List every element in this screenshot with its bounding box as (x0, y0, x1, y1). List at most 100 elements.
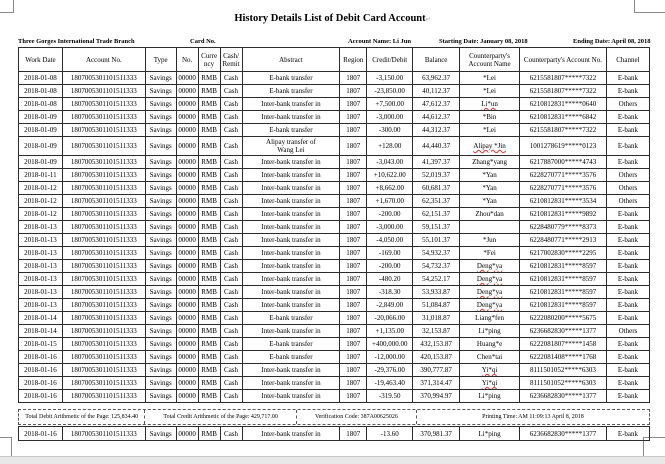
cell-abstract: E-bank transfer (241, 84, 341, 98)
table-row: 2018-01-13 1807005301101511333 Savings 0000… (18, 272, 651, 286)
cell-type: Savings (144, 168, 177, 182)
cell-type: Savings (144, 207, 177, 221)
cell-channel: E-bank (605, 84, 651, 98)
cell-abstract: Inter-bank transfer in (241, 168, 341, 182)
cell-channel: E-bank (605, 426, 651, 441)
cell-account: 1807005301101511333 (61, 84, 146, 98)
header-type: Type (144, 47, 177, 72)
cell-type: Savings (144, 220, 177, 234)
cell-date: 2018-01-13 (18, 285, 63, 299)
cell-cp_account: 6222080200*****5675 (519, 311, 607, 325)
cell-date: 2018-01-16 (18, 350, 63, 364)
cell-balance: 371,314.47 (412, 376, 461, 390)
cell-region: 1807 (339, 285, 368, 299)
cell-region: 1807 (339, 155, 368, 169)
cell-currency: RMB (197, 311, 221, 325)
cell-amount: -12,000.00 (366, 350, 414, 364)
cell-amount: -4,050.00 (366, 233, 414, 247)
cell-region: 1807 (339, 376, 368, 390)
cell-cp_name: *Yan (459, 194, 520, 208)
cell-channel: Others (605, 168, 651, 182)
cell-cp_name: *Jun (459, 233, 520, 247)
cell-balance: 60,681.37 (412, 181, 461, 195)
cell-cp_account: 6236682830*****1377 (519, 324, 607, 338)
table-row: 2018-01-12 1807005301101511333 Savings 0000… (18, 207, 651, 221)
cell-account: 1807005301101511333 (61, 363, 146, 377)
cell-abstract: Inter-bank transfer in (241, 155, 341, 169)
cell-balance: 54,732.37 (412, 259, 461, 273)
cell-balance: 55,101.37 (412, 233, 461, 247)
cell-currency: RMB (197, 350, 221, 364)
cell-no: 00000 (175, 168, 199, 182)
cell-cash: Cash (219, 110, 243, 124)
cell-cash: Cash (219, 71, 243, 85)
cell-date: 2018-01-13 (18, 233, 63, 247)
cell-currency: RMB (197, 71, 221, 85)
table-row: 2018-01-09 1807005301101511333 Savings 0000… (18, 155, 651, 169)
header-date: Work Date (18, 47, 63, 72)
cell-region: 1807 (339, 84, 368, 98)
cell-cash: Cash (219, 259, 243, 273)
cell-date: 2018-01-16 (18, 376, 63, 390)
header-abstract: Abstract (241, 47, 341, 72)
cell-cp_account: 6210812831*****9892 (519, 207, 607, 221)
cell-abstract: Inter-bank transfer in (241, 246, 341, 260)
cell-cp_name: Zhang*yang (459, 155, 520, 169)
cell-balance: 370,981.37 (412, 426, 461, 441)
cell-cash: Cash (219, 376, 243, 390)
cell-no: 00000 (175, 181, 199, 195)
cell-channel: Others (605, 181, 651, 195)
cell-amount: +8,662.00 (366, 181, 414, 195)
starting-date-label: Starting Date: January 08, 2018 (439, 38, 528, 45)
header-account: Account No. (61, 47, 146, 72)
cell-currency: RMB (197, 324, 221, 338)
cell-account: 1807005301101511333 (61, 389, 146, 403)
cell-type: Savings (144, 272, 177, 286)
cell-balance: 432,153.87 (412, 337, 461, 351)
cell-cash: Cash (219, 350, 243, 364)
table-row: 2018-01-13 1807005301101511333 Savings 0000… (18, 220, 651, 234)
cell-channel: Others (605, 194, 651, 208)
cell-type: Savings (144, 311, 177, 325)
cell-account: 1807005301101511333 (61, 350, 146, 364)
cell-currency: RMB (197, 194, 221, 208)
cell-cp_account: 6210812831*****8597 (519, 298, 607, 312)
cell-abstract: Inter-bank transfer in (241, 363, 341, 377)
cell-account: 1807005301101511333 (61, 233, 146, 247)
cell-region: 1807 (339, 97, 368, 111)
cell-cash: Cash (219, 363, 243, 377)
crop-mark-bottom-left-icon (0, 437, 12, 456)
cell-type: Savings (144, 194, 177, 208)
cell-currency: RMB (197, 389, 221, 403)
cell-cp_name: *Bin (459, 110, 520, 124)
table-row: 2018-01-13 1807005301101511333 Savings 0000… (18, 233, 651, 247)
cell-type: Savings (144, 233, 177, 247)
cell-type: Savings (144, 363, 177, 377)
table-row: 2018-01-15 1807005301101511333 Savings 0000… (18, 337, 651, 351)
cell-no: 00000 (175, 110, 199, 124)
cell-abstract: E-bank transfer (241, 350, 341, 364)
paragraph-mark-icon: ↵ (425, 17, 431, 23)
cell-region: 1807 (339, 136, 368, 156)
cell-cp_name: *Yan (459, 181, 520, 195)
cell-account: 1807005301101511333 (61, 123, 146, 137)
cell-no: 00000 (175, 155, 199, 169)
cell-balance: 54,252.17 (412, 272, 461, 286)
cell-account: 1807005301101511333 (61, 426, 146, 441)
header-no: No. (175, 47, 199, 72)
cell-date: 2018-01-16 (18, 426, 63, 441)
cell-channel: E-bank (605, 110, 651, 124)
cell-no: 00000 (175, 71, 199, 85)
cell-account: 1807005301101511333 (61, 220, 146, 234)
cell-no: 00000 (175, 220, 199, 234)
header-channel: Channel (605, 47, 651, 72)
cell-account: 1807005301101511333 (61, 71, 146, 85)
cell-no: 00000 (175, 389, 199, 403)
cell-cp_account: 6210812831*****8597 (519, 272, 607, 286)
cell-channel: E-bank (605, 155, 651, 169)
cell-no: 00000 (175, 123, 199, 137)
table-row: 2018-01-12 1807005301101511333 Savings 0000… (18, 194, 651, 208)
cell-region: 1807 (339, 220, 368, 234)
cell-channel: E-bank (605, 207, 651, 221)
